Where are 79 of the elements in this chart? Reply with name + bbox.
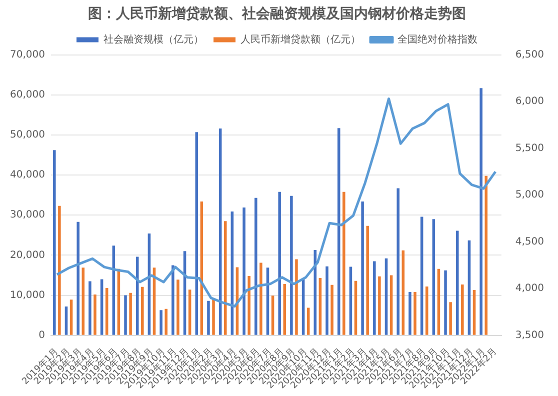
bar [278, 192, 281, 335]
bar [88, 281, 92, 335]
y-tick-label: 40,000 [10, 170, 45, 181]
chart-title: 图：人民币新增贷款额、社会融资规模及国内钢材价格走势图 [88, 5, 466, 22]
y-tick-label: 60,000 [10, 89, 45, 100]
bar [420, 216, 424, 335]
bar [472, 290, 476, 335]
bar [444, 270, 447, 335]
y2-tick-label: 4,000 [515, 283, 544, 294]
bar [58, 206, 61, 335]
bar [160, 310, 162, 335]
bar [449, 302, 452, 335]
bar [402, 250, 405, 335]
y-tick-label: 10,000 [10, 290, 45, 301]
bar [64, 306, 68, 335]
bar [480, 88, 482, 335]
bar [172, 265, 174, 335]
bar [242, 207, 246, 335]
y-tick-label: 70,000 [10, 49, 45, 60]
y2-tick-label: 5,500 [515, 142, 544, 154]
bar [271, 296, 274, 335]
y-tick-label: 50,000 [10, 130, 45, 141]
bar [129, 292, 132, 335]
legend-label: 全国绝对价格指数 [398, 33, 478, 46]
bar [124, 295, 127, 335]
bar [456, 230, 459, 335]
bar [295, 259, 298, 335]
bar [70, 300, 73, 335]
bar [384, 258, 388, 335]
bar [408, 292, 412, 335]
legend-label: 社会融资规模（亿元） [104, 33, 204, 46]
y-tick-label: 20,000 [10, 250, 45, 261]
bar [212, 298, 215, 335]
bar [461, 284, 464, 335]
bar [290, 196, 293, 335]
y-tick-label: 30,000 [10, 210, 45, 221]
bar [306, 308, 310, 335]
bar [53, 150, 56, 335]
bar [396, 188, 400, 335]
bar [100, 279, 104, 335]
bar [105, 288, 108, 335]
bar [82, 268, 85, 335]
y2-tick-label: 6,500 [515, 49, 544, 60]
y2-tick-label: 4,500 [515, 236, 544, 248]
bar [330, 284, 334, 335]
bar [254, 198, 258, 335]
bar [468, 240, 471, 335]
bar [283, 284, 286, 335]
y2-tick-label: 6,000 [515, 96, 544, 108]
bar [349, 266, 352, 335]
bar [342, 192, 346, 335]
bar [260, 262, 262, 335]
y2-tick-label: 3,500 [515, 330, 544, 341]
bar [361, 201, 364, 335]
bar [390, 275, 393, 335]
bar [326, 266, 328, 335]
bar [188, 290, 192, 335]
bar [318, 278, 322, 335]
bar [207, 300, 210, 335]
bar [248, 276, 250, 335]
bar [141, 286, 144, 335]
bar [224, 221, 227, 335]
bar [378, 276, 381, 335]
bar [176, 280, 180, 335]
bar [432, 219, 436, 335]
bar [354, 280, 358, 335]
bar [94, 294, 96, 335]
bar [484, 176, 488, 335]
y-tick-label: 0 [38, 330, 45, 341]
bar [437, 268, 440, 335]
bar [195, 132, 198, 335]
bar [414, 292, 416, 335]
bar [373, 261, 376, 335]
legend-label: 人民币新增贷款额（亿元） [240, 33, 360, 46]
bar [425, 286, 428, 335]
bar [164, 308, 168, 335]
y2-tick-label: 5,000 [515, 190, 544, 201]
bar [76, 222, 80, 335]
bar [366, 226, 369, 335]
